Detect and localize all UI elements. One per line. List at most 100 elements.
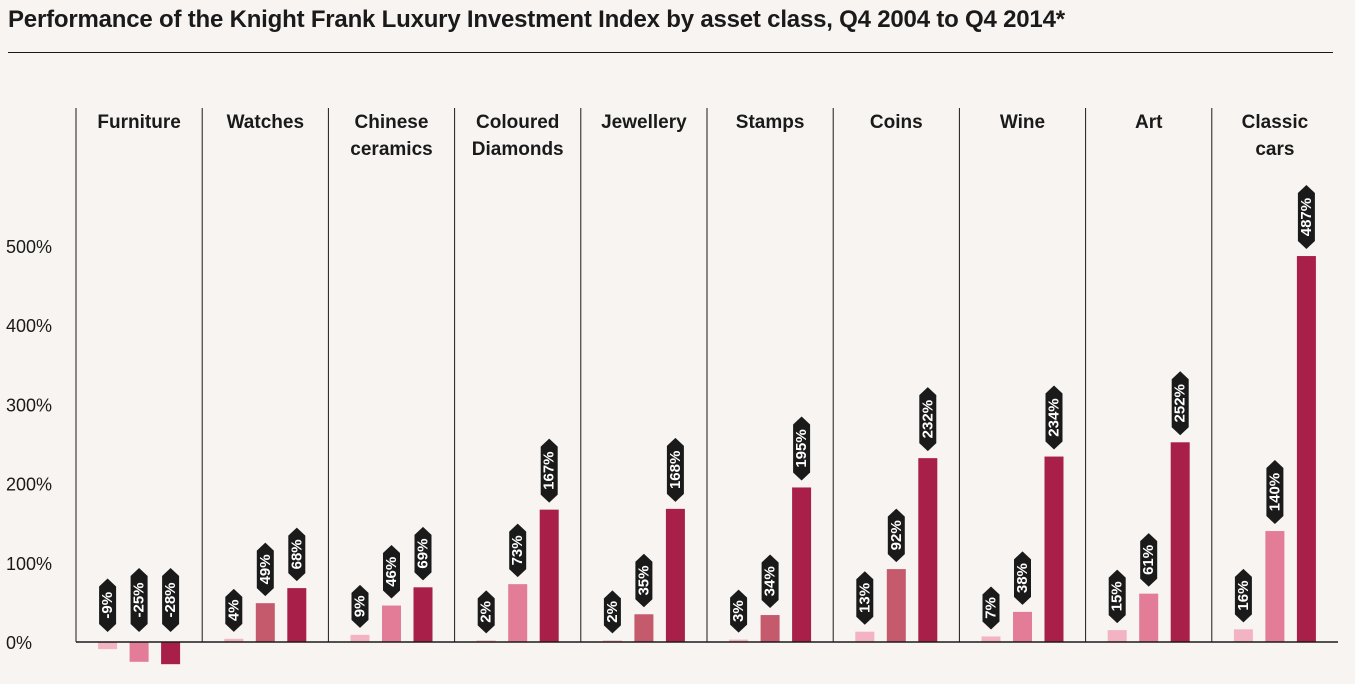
value-label-badge [509,523,527,578]
value-label-badge [1140,533,1158,587]
value-label: 7% [983,597,1000,619]
value-label-badge [635,553,653,608]
bar [886,569,906,642]
y-axis: 0% 100% 200% 300% 400% 500% [6,237,52,653]
y-tick-label: 100% [6,554,52,574]
bar [918,458,938,642]
value-label-badge [351,584,369,628]
value-label-badge [540,438,558,503]
value-label-badge [1108,569,1126,624]
value-label: 68% [288,539,305,569]
bar [1044,456,1064,642]
value-label-badge [761,554,779,609]
value-label-badge [1045,385,1063,450]
value-label-badge [256,542,274,597]
category-label: Stamps [736,112,805,133]
value-label-badge [1266,460,1284,525]
category-label: Jewellery [601,112,687,133]
bar [602,640,622,642]
bar [1265,531,1285,642]
bars [98,256,1316,665]
bar [665,508,685,642]
bar [382,605,401,642]
y-tick-label: 400% [6,316,52,336]
category-dividers [75,108,1213,642]
y-tick-label: 0% [6,633,32,653]
bar [539,509,559,642]
category-label: Coloured [476,112,559,133]
bar [792,487,812,642]
category-labels: Furniture Watches Chinese ceramics Coloured D… [97,112,1308,160]
title-divider [8,52,1333,53]
value-label: 46% [383,557,400,587]
category-label: Diamonds [472,139,564,160]
bar [413,587,433,642]
value-label-badge [1234,568,1252,623]
value-label: 195% [793,429,810,467]
category-label: cars [1255,139,1294,160]
y-tick-label: 200% [6,475,52,495]
bar [224,638,244,642]
value-label: 232% [919,400,936,438]
value-label-badge [414,526,432,581]
value-label: 49% [257,554,274,584]
y-tick-label: 500% [6,237,52,257]
bar [1139,593,1159,642]
bar [508,584,528,642]
value-label: 487% [1298,198,1315,236]
value-label: 61% [1140,545,1157,575]
bar [98,642,118,650]
value-label: 69% [415,539,432,569]
value-label: -25% [131,582,148,617]
category-label: Coins [870,112,923,133]
value-label-badge [99,578,117,632]
value-label-badge [666,437,684,502]
bar [1013,611,1032,642]
value-label: -9% [99,592,116,619]
category-label: Classic [1242,112,1309,133]
value-label: 15% [1109,581,1126,611]
value-label-badge [1171,371,1189,436]
value-label: 2% [478,601,495,623]
bar [287,588,307,642]
value-label: 13% [856,583,873,613]
category-label: Wine [1000,112,1045,133]
value-label-badge [730,589,748,633]
bar [1107,630,1127,642]
value-label: 9% [352,596,369,618]
bar [1233,629,1253,642]
value-label: 73% [509,535,526,565]
value-label-badge [162,568,180,632]
bar [1170,442,1190,642]
bar [350,634,370,642]
value-label-badge [1297,185,1315,250]
category-label: Chinese [355,112,429,133]
category-label: Furniture [97,112,180,133]
value-label: 167% [541,451,558,489]
value-label-badge [603,590,621,634]
value-label-badge [887,508,905,563]
value-label-badge [383,545,400,599]
value-label-badge [225,588,243,632]
value-label: 35% [635,565,652,595]
value-label-badge [856,571,874,625]
category-label: Art [1135,112,1163,133]
value-label: 92% [888,520,905,550]
y-tick-label: 300% [6,395,52,415]
bar [634,614,654,642]
value-label-badge [477,590,495,634]
value-label: 252% [1172,384,1189,422]
value-label-badge [982,586,1000,630]
value-label: 234% [1046,398,1063,436]
value-label: 140% [1266,473,1283,511]
bar [255,603,275,642]
value-label-badge [130,568,148,632]
value-label: 168% [667,451,684,489]
bar [1296,256,1316,642]
bar [476,640,496,642]
value-label: 3% [730,600,747,622]
value-label: 38% [1014,563,1031,593]
value-label-badge [793,416,811,481]
bar [760,615,780,642]
